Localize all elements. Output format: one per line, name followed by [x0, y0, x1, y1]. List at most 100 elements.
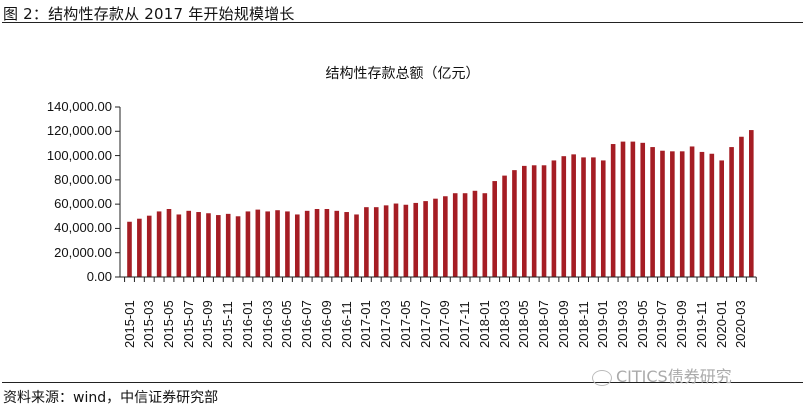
bar: [255, 209, 261, 277]
x-tick-label: 2018-05: [516, 300, 532, 348]
y-tick-label: 120,000.00: [46, 123, 112, 139]
bar: [433, 198, 438, 277]
bar: [719, 160, 724, 277]
watermark-text: CITICS债券研究: [616, 367, 732, 386]
x-tick-label: 2016-03: [259, 300, 275, 348]
x-tick-label: 2019-07: [654, 300, 670, 348]
bar: [285, 211, 290, 277]
chart-title: 结构性存款总额（亿元）: [325, 66, 480, 82]
bar: [413, 202, 419, 277]
bar: [324, 209, 330, 277]
bar: [591, 157, 596, 277]
bar: [551, 160, 557, 277]
bar: [600, 160, 606, 277]
bar: [344, 212, 349, 277]
bar: [383, 205, 389, 277]
bar: [443, 196, 448, 277]
bar: [137, 218, 142, 277]
bar: [146, 215, 152, 277]
x-tick-label: 2018-09: [555, 300, 571, 348]
bar: [403, 204, 409, 277]
bar: [314, 209, 320, 277]
bar: [610, 144, 616, 277]
x-tick-label: 2017-03: [378, 300, 394, 348]
bar: [235, 216, 241, 277]
bar: [373, 207, 379, 277]
bar: [225, 213, 231, 277]
bar: [364, 207, 369, 277]
y-tick-label: 20,000.00: [54, 244, 112, 260]
bar: [216, 215, 221, 277]
bar: [630, 141, 636, 277]
bar: [650, 147, 655, 277]
bar: [196, 212, 201, 277]
bar: [275, 210, 280, 277]
y-tick-label: 80,000.00: [54, 171, 112, 187]
x-tick-label: 2015-07: [180, 300, 196, 348]
x-tick-label: 2017-09: [437, 300, 453, 348]
bar: [245, 211, 251, 277]
bar: [670, 151, 675, 277]
bar: [265, 211, 270, 277]
bar: [739, 136, 744, 277]
x-tick-label: 2015-01: [121, 300, 137, 348]
x-tick-label: 2017-11: [457, 301, 473, 348]
x-tick-label: 2017-01: [358, 300, 374, 348]
x-tick-label: 2018-03: [496, 300, 512, 348]
x-tick-label: 2019-11: [693, 301, 709, 348]
y-tick-label: 60,000.00: [54, 196, 112, 212]
x-tick-label: 2015-05: [160, 300, 176, 348]
bar: [334, 210, 340, 277]
bar: [502, 175, 507, 277]
bar: [689, 146, 695, 277]
x-tick-label: 2018-07: [536, 300, 552, 348]
bar: [561, 156, 567, 277]
x-tick-label: 2017-05: [397, 300, 413, 348]
bar: [679, 151, 685, 277]
bar: [206, 213, 211, 277]
x-tick-label: 2016-07: [299, 300, 315, 348]
bar: [660, 150, 665, 277]
x-tick-label: 2018-01: [476, 300, 492, 348]
bar: [393, 203, 399, 277]
bar: [581, 157, 586, 277]
bar: [304, 210, 310, 277]
x-tick-label: 2016-01: [239, 300, 255, 348]
wechat-icon: [592, 369, 612, 386]
y-tick-label: 40,000.00: [54, 220, 112, 236]
bar: [709, 153, 715, 277]
bar: [571, 154, 576, 277]
y-tick-label: 140,000.00: [46, 99, 112, 114]
x-tick-label: 2018-11: [575, 301, 591, 348]
x-tick-label: 2016-09: [318, 300, 334, 348]
x-tick-label: 2019-01: [595, 300, 611, 348]
bar: [462, 193, 468, 277]
x-tick-label: 2019-05: [634, 300, 650, 348]
bar: [699, 151, 705, 277]
bar: [482, 193, 488, 277]
bar: [127, 221, 132, 277]
source-note: 资料来源：wind，中信证券研究部: [3, 390, 219, 406]
x-tick-label: 2016-11: [338, 301, 354, 348]
bar: [166, 209, 172, 277]
bar: [640, 142, 646, 277]
x-tick-label: 2015-09: [200, 300, 216, 348]
top-divider: [2, 22, 803, 23]
bar: [452, 193, 458, 277]
bar: [186, 210, 192, 277]
y-tick-label: 100,000.00: [46, 147, 112, 163]
x-tick-label: 2019-09: [674, 300, 690, 348]
x-tick-label: 2016-05: [279, 300, 295, 348]
bar: [156, 211, 162, 277]
bar: [541, 165, 547, 277]
bar: [492, 181, 497, 277]
x-tick-label: 2015-03: [141, 300, 157, 348]
bar: [620, 141, 626, 277]
watermark: CITICS债券研究: [592, 363, 732, 387]
bar: [531, 165, 537, 277]
bar: [176, 214, 182, 277]
y-tick-label: 0.00: [86, 269, 112, 284]
x-tick-label: 2020-01: [713, 300, 729, 348]
bar: [749, 130, 754, 277]
bar: [522, 165, 527, 277]
